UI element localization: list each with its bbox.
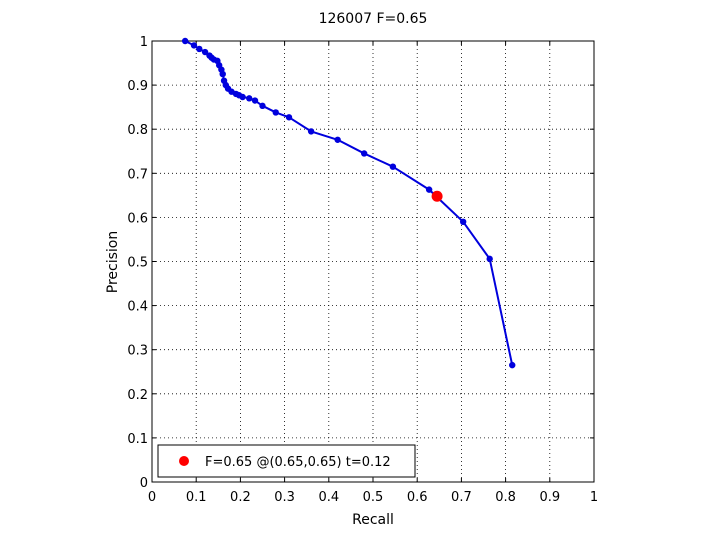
y-tick-label: 0.5 xyxy=(127,256,148,271)
data-point xyxy=(251,97,259,104)
x-tick-label: 0.2 xyxy=(230,490,251,505)
legend-entry-label: F=0.65 @(0.65,0.65) t=0.12 xyxy=(205,455,391,470)
data-point xyxy=(334,136,341,143)
y-axis-label: Precision xyxy=(105,231,121,293)
x-tick-label: 0.9 xyxy=(539,490,560,505)
y-tick-label: 0.9 xyxy=(127,79,148,94)
x-tick-label: 1 xyxy=(590,490,598,505)
data-point xyxy=(196,45,203,53)
series-points xyxy=(181,37,516,369)
highlight-point xyxy=(431,190,443,202)
data-point xyxy=(389,163,397,170)
x-tick-label: 0.7 xyxy=(451,490,472,505)
data-point xyxy=(360,150,368,157)
legend: F=0.65 @(0.65,0.65) t=0.12 xyxy=(157,444,416,478)
data-point xyxy=(285,114,293,121)
data-point xyxy=(239,93,246,101)
y-tick-label: 0.7 xyxy=(127,167,148,182)
y-tick-label: 0.3 xyxy=(127,344,148,359)
x-tick-label: 0.3 xyxy=(274,490,295,505)
data-point xyxy=(219,70,226,78)
data-point xyxy=(181,37,189,45)
x-tick-label: 0 xyxy=(148,490,156,505)
data-point xyxy=(307,128,315,135)
highlight-point-group xyxy=(431,190,443,202)
data-point xyxy=(272,109,279,116)
x-tick-label: 0.1 xyxy=(186,490,207,505)
data-point xyxy=(190,42,198,49)
x-tick-label: 0.5 xyxy=(363,490,384,505)
y-tick-label: 0.6 xyxy=(127,211,148,226)
data-point xyxy=(459,218,467,226)
x-axis-label: Recall xyxy=(352,512,394,528)
chart-title: 126007 F=0.65 xyxy=(319,11,428,27)
data-point xyxy=(201,48,209,56)
y-tick-label: 0.4 xyxy=(127,300,148,315)
data-point xyxy=(486,255,493,263)
y-tick-label: 0.2 xyxy=(127,388,148,403)
x-tick-label: 0.4 xyxy=(318,490,339,505)
grid-lines xyxy=(152,41,594,482)
data-point xyxy=(509,361,516,369)
data-point xyxy=(425,186,433,193)
y-tick-label: 0.1 xyxy=(127,432,148,447)
y-tick-label: 1 xyxy=(140,35,148,50)
y-tick-label: 0.8 xyxy=(127,123,148,138)
x-tick-label: 0.6 xyxy=(407,490,428,505)
y-tick-label: 0 xyxy=(140,476,148,491)
x-tick-label: 0.8 xyxy=(495,490,516,505)
axis-ticks: 0 0.1 0.2 0.3 0.4 0.5 0.6 0.7 0.8 0.9 1 0 0.1 0.2 0.3 0… xyxy=(127,35,598,505)
data-point xyxy=(259,102,266,110)
legend-marker xyxy=(179,456,189,466)
data-point xyxy=(246,95,253,102)
legend-box xyxy=(157,444,416,478)
